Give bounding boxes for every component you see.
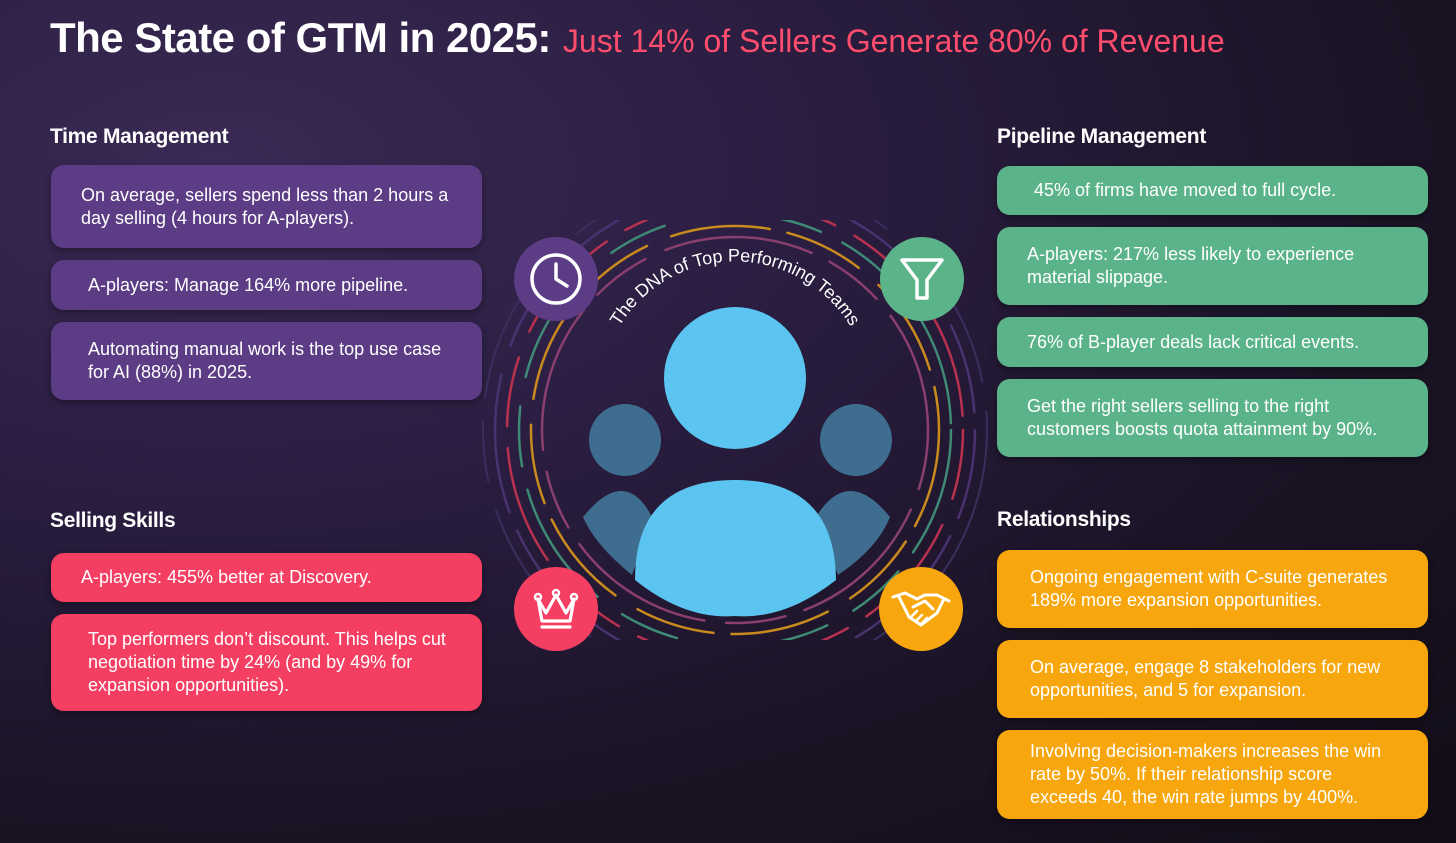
funnel-icon xyxy=(880,237,964,321)
main-person-head xyxy=(664,307,806,449)
dna-diagram: The DNA of Top Performing Teams xyxy=(482,220,988,640)
card-skills-2: Top performers don’t discount. This help… xyxy=(51,614,482,711)
card-relationships-3: Involving decision-makers increases the … xyxy=(997,730,1428,819)
card-time-2: A-players: Manage 164% more pipeline. xyxy=(51,260,482,310)
clock-icon xyxy=(514,237,598,321)
card-relationships-1: Ongoing engagement with C-suite generate… xyxy=(997,550,1428,628)
card-pipeline-4: Get the right sellers selling to the rig… xyxy=(997,379,1428,457)
side-person-right-head xyxy=(820,404,892,476)
side-person-left-head xyxy=(589,404,661,476)
title-subtitle: Just 14% of Sellers Generate 80% of Reve… xyxy=(562,23,1225,59)
side-person-left-body xyxy=(583,491,652,575)
card-relationships-2: On average, engage 8 stakeholders for ne… xyxy=(997,640,1428,718)
card-pipeline-3: 76% of B-player deals lack critical even… xyxy=(997,317,1428,367)
heading-time-management: Time Management xyxy=(50,125,229,148)
card-skills-1: A-players: 455% better at Discovery. xyxy=(51,553,482,602)
card-time-1: On average, sellers spend less than 2 ho… xyxy=(51,165,482,248)
card-pipeline-1: 45% of firms have moved to full cycle. xyxy=(997,166,1428,215)
crown-icon xyxy=(514,567,598,651)
heading-relationships: Relationships xyxy=(997,508,1131,531)
heading-selling-skills: Selling Skills xyxy=(50,509,176,532)
handshake-icon xyxy=(879,567,963,651)
main-person-body xyxy=(635,480,836,617)
concentric-rings xyxy=(482,220,988,640)
page-title: The State of GTM in 2025: Just 14% of Se… xyxy=(50,14,1225,64)
card-time-3: Automating manual work is the top use ca… xyxy=(51,322,482,400)
heading-pipeline-management: Pipeline Management xyxy=(997,125,1207,148)
side-person-right-body xyxy=(816,491,890,575)
card-pipeline-2: A-players: 217% less likely to experienc… xyxy=(997,227,1428,305)
title-main: The State of GTM in 2025: xyxy=(50,14,551,61)
